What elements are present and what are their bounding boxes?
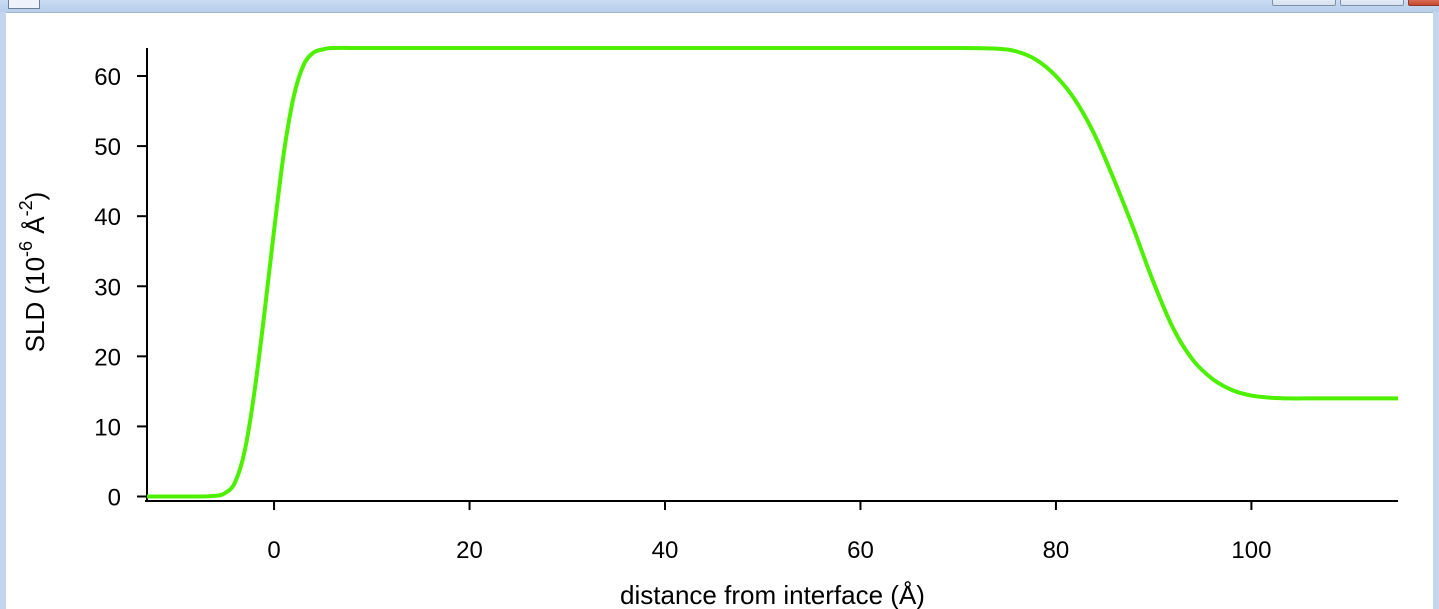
x-axis-ticks: 0 20 40 60 80 100 — [267, 501, 1271, 564]
x-axis-title: distance from interface (Å) — [620, 580, 925, 609]
x-tick-label: 20 — [456, 537, 483, 564]
x-tick-label: 100 — [1231, 537, 1271, 564]
y-tick-label: 50 — [94, 134, 121, 161]
x-tick-label: 80 — [1043, 537, 1070, 564]
y-tick-label: 40 — [94, 204, 121, 231]
window-left-border — [0, 12, 6, 609]
x-tick-label: 0 — [267, 537, 280, 564]
window-right-border — [1433, 12, 1439, 609]
y-axis-ticks: 0 10 20 30 40 50 60 — [94, 64, 147, 511]
y-tick-label: 30 — [94, 274, 121, 301]
sld-line — [146, 45, 1398, 499]
window-titlebar — [0, 0, 1439, 13]
y-tick-label: 60 — [94, 64, 121, 91]
y-tick-label: 20 — [94, 344, 121, 371]
x-tick-label: 40 — [652, 537, 679, 564]
x-tick-label: 60 — [847, 537, 874, 564]
y-tick-label: 0 — [108, 484, 121, 511]
y-axis-title: SLD (10-6 Å-2) — [16, 192, 50, 353]
maximize-button[interactable] — [1340, 0, 1404, 6]
y-tick-label: 10 — [94, 414, 121, 441]
minimize-button[interactable] — [1272, 0, 1336, 6]
axes — [145, 48, 1398, 502]
close-button[interactable] — [1408, 0, 1439, 6]
app-icon — [8, 0, 40, 9]
series-layer — [146, 45, 1398, 499]
